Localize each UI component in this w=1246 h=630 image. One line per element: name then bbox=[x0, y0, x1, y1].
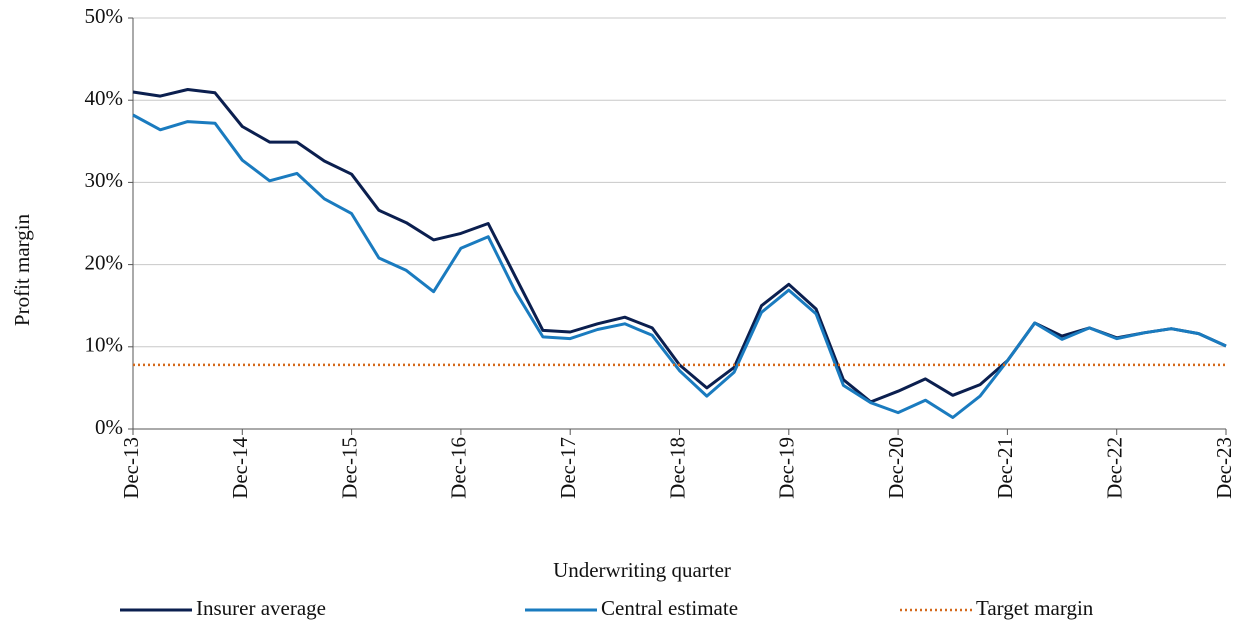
legend-label: Target margin bbox=[976, 596, 1094, 620]
y-tick-label: 0% bbox=[95, 415, 123, 439]
y-axis-title: Profit margin bbox=[10, 213, 34, 326]
x-tick-label: Dec-17 bbox=[556, 437, 580, 499]
x-tick-label: Dec-18 bbox=[665, 437, 689, 499]
y-tick-label: 30% bbox=[85, 168, 124, 192]
y-tick-label: 40% bbox=[85, 86, 124, 110]
x-tick-label: Dec-15 bbox=[337, 437, 361, 499]
x-tick-label: Dec-23 bbox=[1212, 437, 1236, 499]
line-series bbox=[132, 113, 1227, 419]
x-tick-label: Dec-21 bbox=[993, 437, 1017, 499]
y-tick-label: 10% bbox=[85, 333, 124, 357]
x-tick-label: Dec-13 bbox=[119, 437, 143, 499]
y-tick-label: 50% bbox=[85, 4, 124, 28]
legend-label: Insurer average bbox=[196, 596, 326, 620]
x-tick-label: Dec-19 bbox=[775, 437, 799, 499]
line-series bbox=[132, 88, 1227, 404]
x-axis-title: Underwriting quarter bbox=[553, 558, 731, 582]
y-tick-label: 20% bbox=[85, 250, 124, 274]
x-tick-label: Dec-16 bbox=[447, 437, 471, 499]
x-tick-label: Dec-14 bbox=[228, 437, 252, 499]
legend-label: Central estimate bbox=[601, 596, 738, 620]
x-tick-label: Dec-22 bbox=[1103, 437, 1127, 499]
x-tick-label: Dec-20 bbox=[884, 437, 908, 499]
